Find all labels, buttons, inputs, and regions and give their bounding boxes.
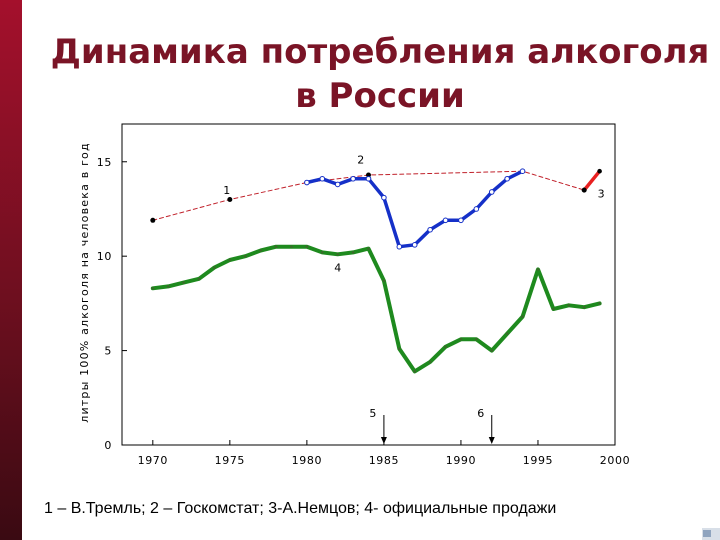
- event-label-6: 6: [477, 407, 484, 420]
- y-tick-label-10: 10: [97, 250, 112, 263]
- point-s4-1984: [367, 247, 370, 250]
- point-s4-1994: [521, 315, 524, 318]
- x-tick-label-1975: 1975: [215, 454, 245, 467]
- slide-title-line-1: Динамика потребления алкоголя: [50, 32, 710, 72]
- point-s2-1991: [473, 206, 480, 212]
- point-s2-1992: [488, 189, 495, 195]
- slide-title: Динамика потребления алкоголя в России: [40, 30, 720, 118]
- y-tick-label-15: 15: [97, 156, 112, 169]
- event-arrow-head-5: [380, 437, 387, 444]
- x-tick-label-1980: 1980: [292, 454, 322, 467]
- point-s4-1972: [182, 281, 185, 284]
- series-label-1: 1: [223, 184, 230, 197]
- point-s4-1993: [505, 332, 509, 335]
- point-s1-1970: [150, 217, 156, 223]
- point-s4-1971: [166, 285, 170, 288]
- point-s2-1985: [381, 194, 387, 201]
- point-s4-1995: [536, 268, 540, 271]
- data-markers: [150, 168, 602, 373]
- plot-frame: [121, 123, 616, 446]
- point-s4-1999: [598, 302, 601, 305]
- slide-title-line-2: в России: [295, 76, 465, 116]
- point-s4-1998: [582, 305, 586, 309]
- point-s4-1980: [305, 245, 309, 249]
- point-s4-1985: [382, 279, 386, 283]
- corner-mark-inner: [703, 530, 711, 537]
- point-s4-1974: [213, 266, 216, 269]
- point-s4-1990: [459, 337, 463, 341]
- point-s4-1975: [228, 258, 232, 262]
- corner-mark: [702, 528, 720, 540]
- point-s4-1973: [197, 277, 201, 281]
- y-axis-label: литры 100% алкоголя на человека в год: [78, 142, 91, 423]
- series-label-3: 3: [598, 188, 605, 201]
- y-tick-label-0: 0: [104, 439, 112, 452]
- x-tick-label-1970: 1970: [138, 454, 168, 467]
- point-s4-1978: [274, 245, 278, 249]
- point-s4-1976: [243, 254, 247, 258]
- point-s2-1986: [396, 243, 403, 250]
- point-s4-1979: [290, 245, 293, 249]
- point-s2-1989: [442, 217, 449, 224]
- point-s2-1983: [350, 175, 356, 182]
- series-line-1: [152, 170, 585, 221]
- x-tick-label-1985: 1985: [369, 454, 399, 467]
- point-s2-1984: [365, 175, 372, 182]
- point-s2-1988: [427, 226, 433, 233]
- point-s3-1998: [581, 187, 587, 193]
- point-s4-1986: [398, 347, 401, 351]
- point-s4-1991: [475, 337, 478, 341]
- point-s2-1980: [304, 179, 310, 186]
- point-s4-1977: [259, 249, 262, 252]
- event-label-5: 5: [369, 407, 376, 420]
- series-label-2: 2: [357, 154, 364, 167]
- x-tick-label-1995: 1995: [523, 454, 553, 467]
- annotations: 1 2 3 4 5 6: [223, 154, 605, 444]
- point-s4-1988: [428, 360, 432, 364]
- point-s1-1984: [366, 172, 371, 178]
- point-s2-1982: [334, 181, 341, 188]
- x-tick-label-1990: 1990: [446, 454, 476, 467]
- point-s4-1981: [320, 251, 324, 254]
- point-s4-1983: [351, 251, 355, 254]
- point-s4-1989: [444, 345, 447, 349]
- point-s2-1987: [411, 242, 418, 248]
- source-caption: 1 – В.Тремль; 2 – Госкомстат; 3-А.Немцов…: [44, 500, 557, 517]
- point-s4-1970: [151, 286, 155, 290]
- point-s2-1981: [319, 175, 326, 182]
- event-arrow-head-6: [488, 437, 495, 444]
- series-line-3: [582, 169, 602, 192]
- side-accent-bar: [0, 0, 22, 540]
- point-s2-1994: [519, 168, 526, 175]
- point-s2-1993: [504, 175, 510, 182]
- point-s4-1982: [336, 252, 339, 256]
- y-tick-label-5: 5: [104, 345, 112, 358]
- series-label-4: 4: [334, 261, 341, 274]
- point-s3-1999: [597, 168, 602, 174]
- point-s4-1996: [552, 307, 555, 311]
- x-tick-label-2000: 2000: [600, 454, 630, 467]
- series-line-4: [150, 244, 602, 374]
- point-s4-1987: [413, 370, 417, 373]
- point-s1-1975: [227, 197, 233, 203]
- series-lines: [150, 169, 602, 374]
- point-s2-1990: [458, 217, 464, 224]
- point-s4-1997: [567, 303, 571, 307]
- point-s4-1992: [490, 349, 494, 352]
